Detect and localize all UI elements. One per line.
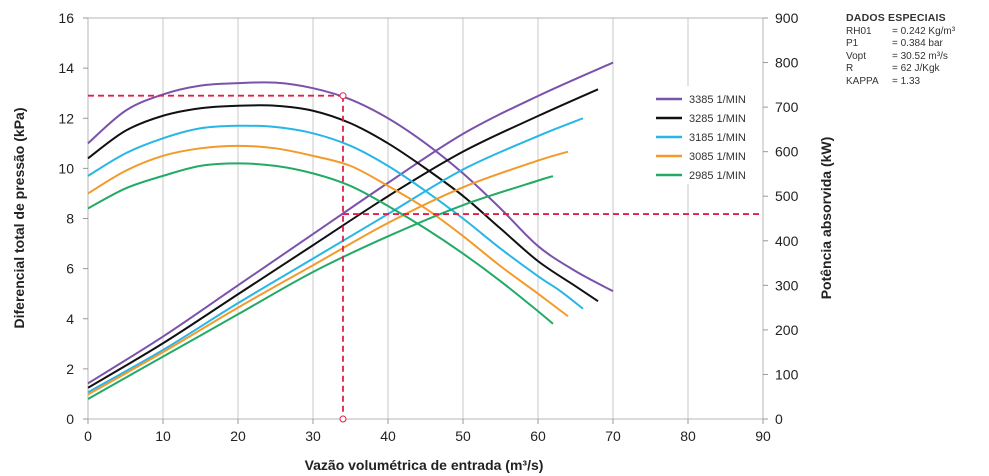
power-curve-3385 [87, 61, 614, 385]
x-tick-label: 30 [305, 428, 321, 444]
spec-key: R [846, 63, 854, 74]
x-tick-label: 60 [530, 428, 546, 444]
x-tick-label: 80 [680, 428, 696, 444]
pressure-curve-3285 [87, 104, 599, 303]
legend-label: 3285 1/MIN [689, 113, 746, 125]
y-right-tick-label: 100 [775, 366, 799, 382]
power-curve-2985 [87, 175, 554, 400]
y-right-tick-label: 600 [775, 144, 799, 160]
y-left-tick-label: 6 [66, 261, 74, 277]
legend-background [646, 86, 750, 184]
y-left-tick-label: 2 [66, 361, 74, 377]
spec-value: = 30.52 m³/s [892, 50, 948, 62]
x-tick-label: 0 [84, 428, 92, 444]
spec-row: P1 = 0.384 bar [846, 38, 955, 51]
y-right-tick-label: 800 [775, 55, 799, 71]
special-data-rows: RH01 = 0.242 Kg/m³ P1 = 0.384 bar Vopt = 30.5… [846, 26, 955, 89]
x-tick-label: 10 [155, 428, 171, 444]
y-right-tick-label: 700 [775, 99, 799, 115]
legend: 3385 1/MIN 3285 1/MIN 3185 1/MIN 3085 1/MIN… [646, 86, 750, 184]
special-data-title: DADOS ESPECIAIS [846, 12, 946, 24]
y-left-tick-label: 16 [58, 10, 74, 26]
x-tick-label: 70 [605, 428, 621, 444]
operating-point-guides [88, 92, 763, 423]
legend-label: 3385 1/MIN [689, 94, 746, 106]
y-right-tick-label: 0 [775, 411, 783, 427]
plot-frame [87, 17, 764, 420]
spec-key: P1 [846, 38, 859, 49]
y-right-tick-label: 900 [775, 10, 799, 26]
power-curve-3085 [87, 150, 569, 396]
pressure-curve-3185 [87, 124, 584, 310]
spec-row: RH01 = 0.242 Kg/m³ [846, 26, 955, 39]
x-tick-label: 50 [455, 428, 471, 444]
plot-axes [87, 17, 764, 420]
series-lines [87, 61, 614, 400]
x-tick-label: 40 [380, 428, 396, 444]
y-axis-left-title: Diferencial total de pressão (kPa) [11, 108, 27, 329]
pressure-curve-3385 [87, 81, 614, 293]
spec-value: = 1.33 [892, 75, 921, 87]
spec-row: KAPPA = 1.33 [846, 76, 955, 89]
y-right-tick-label: 300 [775, 277, 799, 293]
y-left-tick-label: 8 [66, 211, 74, 227]
y-left-tick-label: 0 [66, 411, 74, 427]
power-curve-3285 [87, 88, 599, 389]
legend-label: 3185 1/MIN [689, 132, 746, 144]
pressure-curve-2985 [87, 162, 554, 325]
y-right-tick-label: 400 [775, 233, 799, 249]
x-axis-title: Vazão volumétrica de entrada (m³/s) [305, 457, 544, 473]
x-tick-label: 90 [755, 428, 771, 444]
y-right-tick-label: 200 [775, 322, 799, 338]
spec-value: = 0.384 bar [892, 38, 943, 49]
spec-row: R = 62 J/Kgk [846, 63, 955, 76]
spec-key: KAPPA [846, 75, 879, 87]
grid-lines [87, 18, 764, 419]
operating-point-marker [339, 92, 347, 100]
y-left-tick-label: 12 [58, 110, 74, 126]
spec-value: = 62 J/Kgk [892, 63, 940, 74]
y-left-tick-label: 4 [66, 311, 74, 327]
spec-value: = 0.242 Kg/m³ [892, 25, 956, 37]
spec-key: RH01 [846, 25, 872, 37]
y-axis-right-title: Potência absorvida (kW) [818, 137, 834, 300]
pressure-curve-3085 [87, 144, 569, 318]
tick-labels: 0 10 20 30 40 50 60 70 80 90024681012141601002003… [58, 10, 798, 444]
x-tick-label: 20 [230, 428, 246, 444]
legend-label: 3085 1/MIN [689, 151, 746, 163]
y-left-tick-label: 10 [58, 160, 74, 176]
spec-row: Vopt = 30.52 m³/s [846, 51, 955, 64]
y-left-tick-label: 14 [58, 60, 74, 76]
y-right-tick-label: 500 [775, 188, 799, 204]
legend-label: 2985 1/MIN [689, 170, 746, 182]
flow-axis-marker [339, 415, 347, 423]
spec-key: Vopt [846, 50, 867, 62]
special-data-panel: DADOS ESPECIAIS RH01 = 0.242 Kg/m³ P1 = 0.3… [846, 12, 955, 88]
